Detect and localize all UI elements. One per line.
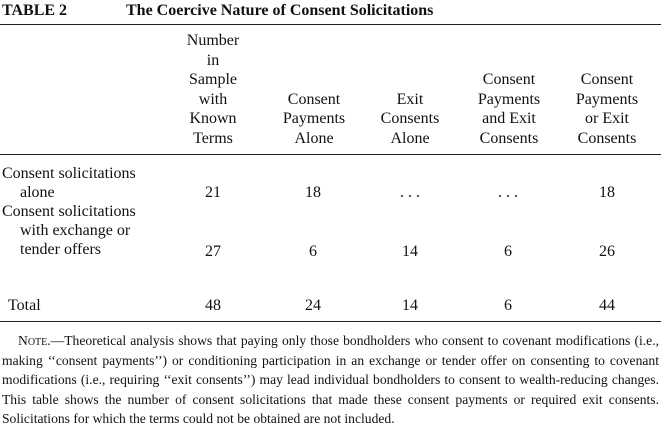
row-label-line: alone <box>20 184 55 201</box>
top-rule <box>0 24 661 25</box>
table-cell: 48 <box>205 297 221 314</box>
column-header-line: Payments <box>575 90 639 108</box>
note-heading: Note. <box>18 333 51 348</box>
table-cell: 6 <box>504 297 512 314</box>
column-header-consent-payments-alone: Consent Payments Alone <box>266 36 362 148</box>
column-header-payments-and-exit: Consent Payments and Exit Consents <box>462 36 556 148</box>
table-cell: 44 <box>599 297 615 314</box>
table-note: Note.—Theoretical analysis shows that pa… <box>2 331 659 429</box>
table-cell: 14 <box>402 297 418 314</box>
table-cell: 24 <box>305 297 321 314</box>
table-cell: 14 <box>402 243 418 260</box>
row-label-line: Total <box>8 297 41 314</box>
table-cell: . . . <box>400 184 420 201</box>
column-header-line: Terms <box>193 129 233 147</box>
table-cell: 6 <box>309 243 317 260</box>
header-rule <box>0 154 661 155</box>
column-header-line: Alone <box>294 129 334 147</box>
column-header-line: and Exit <box>482 110 536 127</box>
bottom-rule <box>0 321 661 322</box>
row-label-line: Consent solicitations <box>2 165 136 182</box>
column-header-line: Consent <box>287 90 341 108</box>
column-header-line: Consents <box>577 129 637 147</box>
row-label-line: tender offers <box>20 241 101 258</box>
row-label-line: Consent solicitations <box>2 203 136 220</box>
table-cell: 26 <box>599 243 615 260</box>
column-header-sample-size: Number in Sample with Known Terms <box>168 32 258 148</box>
table-cell: 18 <box>305 184 321 201</box>
column-header-line: or Exit <box>585 110 629 127</box>
column-header-line: Payments <box>282 110 346 127</box>
column-header-line: in <box>206 51 220 69</box>
table-cell: . . . <box>498 184 518 201</box>
note-body: —Theoretical analysis shows that paying … <box>2 333 659 427</box>
row-label-with-exchange-or-tender: Consent solicitations with exchange or t… <box>2 202 136 259</box>
row-label-consent-solicitations-alone: Consent solicitations alone <box>2 164 136 202</box>
table-cell: 18 <box>599 184 615 201</box>
column-header-exit-consents-alone: Exit Consents Alone <box>364 36 456 148</box>
table-cell: 6 <box>504 243 512 260</box>
column-header-line: with <box>198 90 228 108</box>
table-number: TABLE 2 <box>2 2 68 19</box>
table-cell: 27 <box>205 243 221 260</box>
table-title: The Coercive Nature of Consent Solicitat… <box>126 2 434 19</box>
column-header-payments-or-exit: Consent Payments or Exit Consents <box>560 36 654 148</box>
table-cell: 21 <box>205 184 221 201</box>
column-header-line: Exit <box>396 90 424 108</box>
column-header-line: Consent <box>482 71 536 88</box>
column-header-line: Known <box>189 110 237 127</box>
column-header-line: Alone <box>390 129 430 147</box>
column-header-line: Consent <box>580 71 634 88</box>
column-header-line: Number <box>186 32 240 49</box>
row-label-line: with exchange or <box>20 222 131 239</box>
column-header-line: Payments <box>477 90 541 108</box>
column-header-line: Sample <box>189 71 237 88</box>
column-header-line: Consents <box>479 129 539 147</box>
column-header-line: Consents <box>380 110 440 127</box>
row-label-total: Total <box>8 296 41 315</box>
